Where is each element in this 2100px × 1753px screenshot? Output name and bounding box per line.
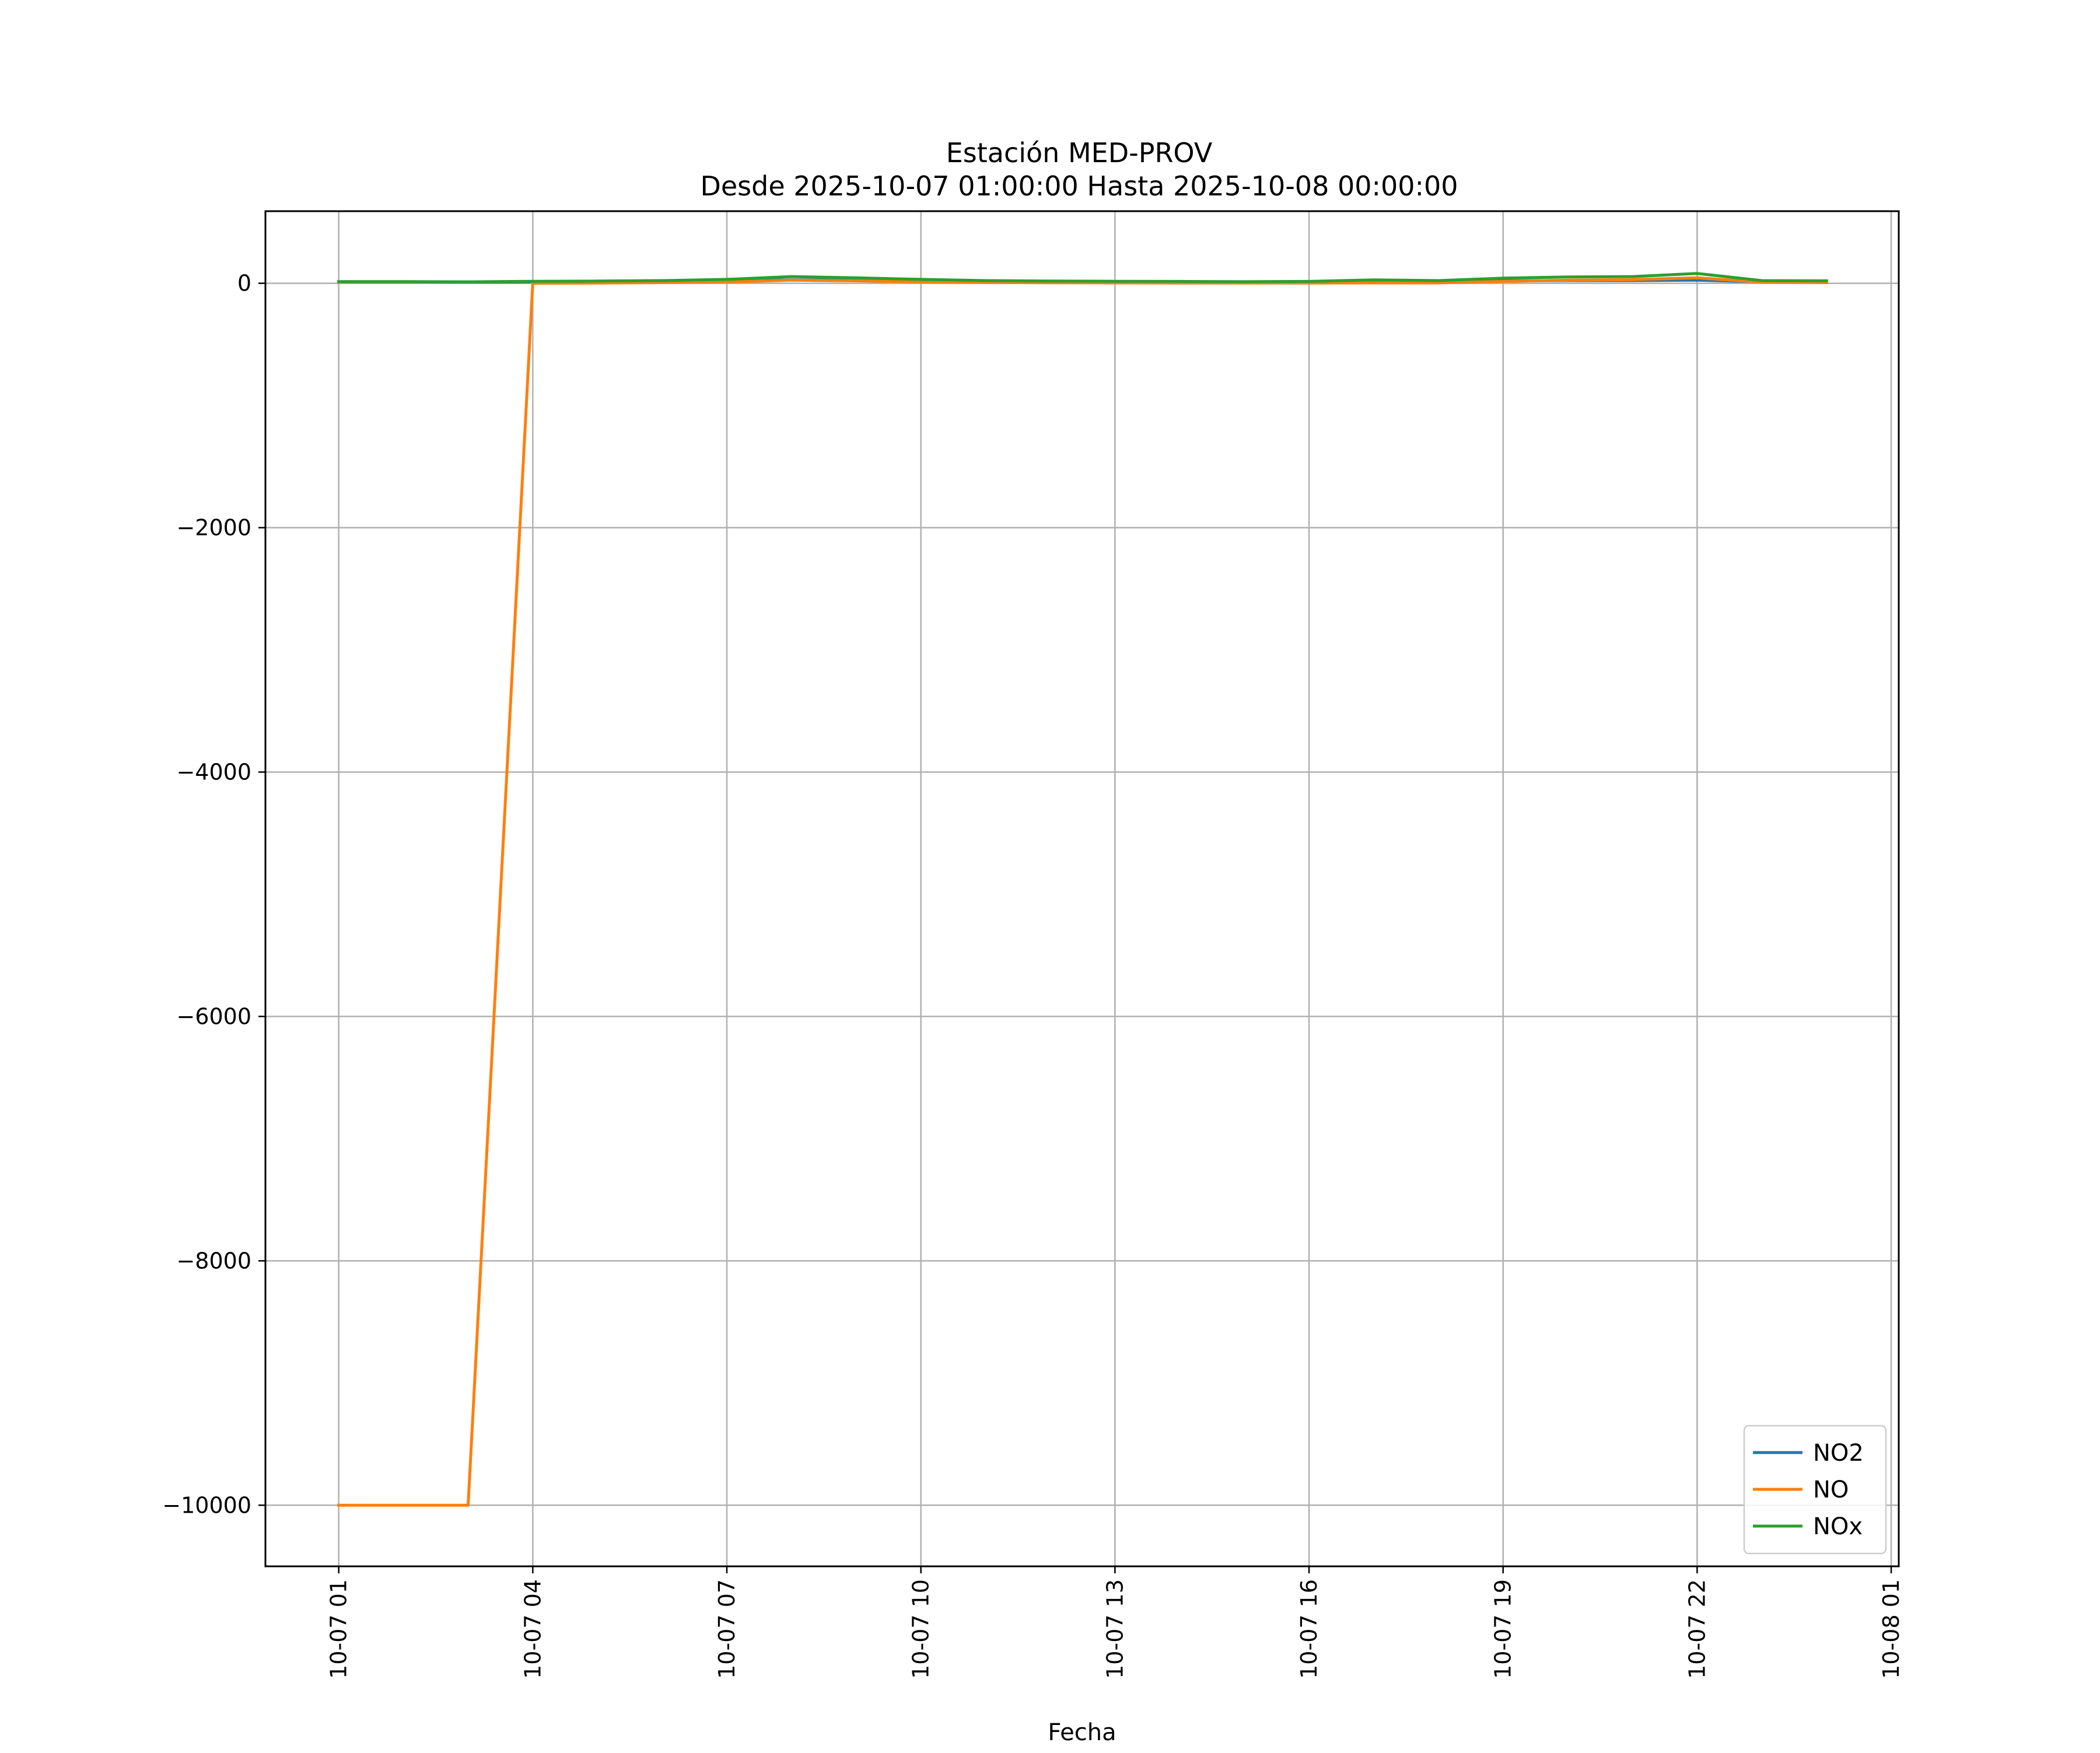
x-tick-label: 10-07 19 (1490, 1579, 1516, 1679)
legend-label-no: NO (1813, 1476, 1849, 1503)
series-line-no (337, 276, 1828, 1507)
series-line-nox (337, 272, 1828, 284)
axis-ticks: 10-07 01 10-07 04 10-07 07 10-07 10 10-07 13… (162, 271, 1904, 1679)
y-tick-label: −6000 (176, 1003, 251, 1029)
chart-subtitle: Desde 2025-10-07 01:00:00 Hasta 2025-10-… (700, 170, 1458, 202)
x-tick-label: 10-07 16 (1296, 1579, 1322, 1679)
y-tick-label: −4000 (176, 759, 251, 785)
x-tick-label: 10-08 01 (1878, 1579, 1904, 1679)
x-axis-label: Fecha (1048, 1719, 1116, 1746)
x-tick-label: 10-07 10 (908, 1579, 934, 1679)
y-tick-label: −10000 (162, 1492, 251, 1518)
legend-label-nox: NOx (1813, 1513, 1863, 1540)
x-tick-label: 10-07 07 (714, 1579, 740, 1679)
x-tick-label: 10-07 04 (520, 1579, 545, 1679)
y-tick-label: −2000 (176, 515, 251, 541)
x-tick-label: 10-07 01 (326, 1579, 352, 1679)
series-lines (337, 272, 1828, 1507)
legend: NO2 NO NOx (1743, 1425, 1887, 1555)
y-tick-label: 0 (237, 271, 251, 296)
x-tick-label: 10-07 22 (1684, 1579, 1710, 1679)
plot-area-frame (264, 210, 1900, 1567)
y-tick-label: −8000 (176, 1248, 251, 1273)
legend-box (1743, 1425, 1887, 1555)
legend-label-no2: NO2 (1813, 1440, 1864, 1467)
chart-title: Estación MED-PROV (946, 137, 1213, 169)
x-tick-label: 10-07 13 (1102, 1579, 1128, 1679)
